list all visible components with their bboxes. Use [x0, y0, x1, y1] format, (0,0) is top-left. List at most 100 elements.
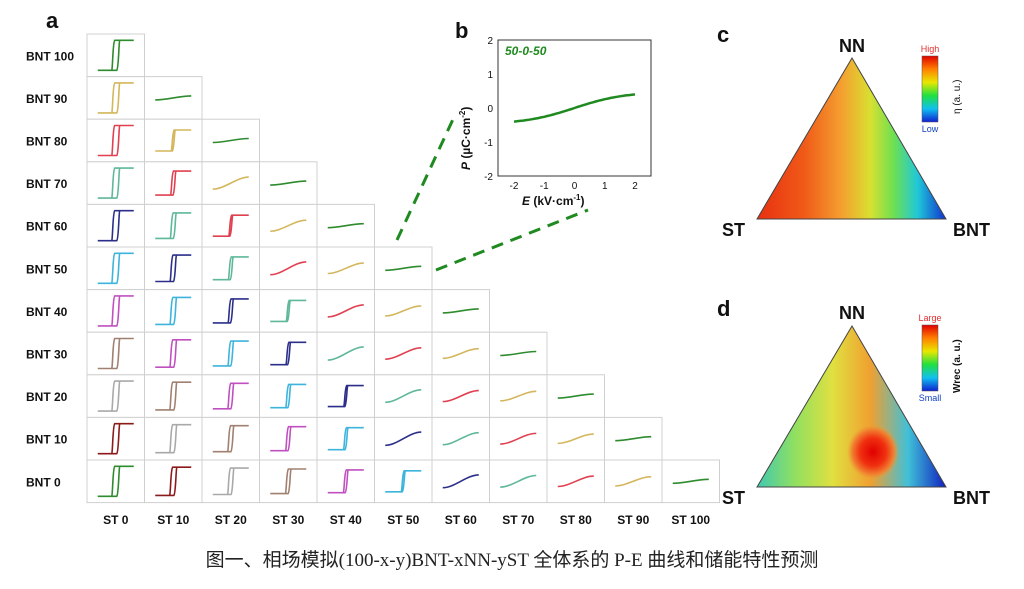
- ternary-d-scale-low: Small: [919, 393, 942, 403]
- pe-loop-curve: [270, 180, 307, 186]
- loop-cell: [144, 161, 203, 205]
- loop-cell: [259, 289, 318, 333]
- pe-loop-curve: [385, 305, 422, 317]
- pe-loop-curve: [385, 389, 422, 404]
- inset-x-tick: -1: [540, 181, 549, 192]
- pe-loop-curve: [212, 382, 249, 410]
- inset-xlabel: E (kV·cm-1): [522, 193, 585, 208]
- pe-loop-curve: [442, 308, 479, 314]
- pe-loop-curve: [212, 137, 249, 144]
- pe-loop-curve: [615, 435, 652, 442]
- ternary-c-scale-high: High: [921, 44, 940, 54]
- col-label: ST 20: [215, 513, 247, 527]
- ternary-c-left-label: ST: [722, 220, 745, 240]
- pe-loop-curve: [385, 265, 422, 272]
- inset-y-ticks: 2 1 0 -1 -2: [484, 36, 493, 183]
- pe-loop-curve: [155, 170, 192, 196]
- pe-loop-curve: [385, 431, 422, 447]
- pe-loop-curve: [270, 468, 307, 495]
- pe-loop-curve: [97, 295, 134, 327]
- pe-loop-curve: [500, 474, 537, 488]
- pe-loop-curve: [155, 95, 192, 101]
- loop-cell: [259, 459, 318, 504]
- pe-loop-curve: [327, 304, 364, 318]
- row-label: BNT 40: [26, 305, 68, 319]
- loop-cell: [86, 416, 145, 461]
- zoom-line-upper: [395, 114, 457, 241]
- loop-cell: [201, 203, 260, 248]
- ternary-d-scale-bar: [921, 324, 939, 392]
- pe-loop-curve: [270, 299, 307, 323]
- pe-loop-curve: [557, 393, 594, 399]
- loop-cell: [201, 246, 260, 291]
- loop-cell: [259, 331, 318, 376]
- loop-cell: [201, 459, 260, 504]
- ternary-d-scale-title: Wrec (a. u.): [952, 339, 963, 393]
- pe-loop-curve: [385, 346, 422, 361]
- ternary-c-scale-low: Low: [922, 124, 939, 134]
- row-label: BNT 70: [26, 177, 68, 191]
- inset-pe-curve: [513, 93, 636, 123]
- inset-x-tick: 2: [632, 181, 638, 192]
- pe-loop-curve: [270, 341, 307, 366]
- pe-loop-curve: [97, 465, 134, 498]
- loop-cell: [144, 203, 203, 248]
- pe-loop-curve: [212, 424, 249, 453]
- ternary-d-area: [757, 326, 946, 487]
- col-label: ST 100: [671, 513, 710, 527]
- pe-loop-curve: [442, 431, 479, 446]
- row-label: BNT 10: [26, 433, 68, 447]
- pe-loop-curve: [327, 384, 364, 408]
- row-label: BNT 50: [26, 262, 68, 276]
- pe-loop-curve: [327, 222, 364, 229]
- col-label: ST 30: [272, 513, 304, 527]
- loop-cell: [144, 459, 203, 504]
- inset-y-tick: 0: [487, 104, 493, 115]
- col-label: ST 80: [560, 513, 592, 527]
- ternary-d-left-label: ST: [722, 488, 745, 508]
- pe-loop-curve: [327, 262, 364, 275]
- ternary-d-scale-high: Large: [918, 313, 941, 323]
- zoom-line-lower: [435, 208, 589, 272]
- pe-loop-curve: [270, 383, 307, 409]
- pe-loop-curve: [155, 338, 192, 369]
- row-label: BNT 30: [26, 348, 68, 362]
- pe-loop-curve: [155, 381, 192, 411]
- pe-loop-curve: [327, 426, 364, 451]
- loop-cell: [144, 246, 203, 291]
- ternary-c-area: [757, 58, 946, 219]
- inset-x-tick: 0: [572, 181, 578, 192]
- pe-loop-curve: [385, 470, 422, 493]
- pe-loop-curve: [97, 124, 134, 157]
- pe-loop-curve: [97, 82, 134, 114]
- pe-loop-curve: [155, 254, 192, 283]
- pe-loop-curve: [270, 219, 307, 232]
- pe-loop-curve: [212, 298, 249, 324]
- pe-loop-curve: [557, 475, 594, 488]
- pe-loop-curve: [97, 39, 134, 72]
- pe-loop-curve: [327, 346, 364, 361]
- inset-tag: 50-0-50: [505, 44, 547, 58]
- pe-loop-curve: [97, 209, 134, 242]
- loop-cell: [144, 289, 203, 333]
- pe-loop-curve: [212, 256, 249, 281]
- row-label: BNT 80: [26, 135, 68, 149]
- ternary-d-outline: [756, 325, 947, 488]
- ternary-plot-c: NN ST BNT High Low η (a. u.): [722, 36, 990, 240]
- panel-label-c: c: [717, 22, 729, 47]
- row-label: BNT 0: [26, 475, 61, 489]
- loop-cell: [374, 459, 433, 504]
- pe-loop-curve: [442, 347, 479, 360]
- row-label: BNT 60: [26, 220, 68, 234]
- loop-cell: [144, 118, 203, 163]
- inset-x-tick: 1: [602, 181, 608, 192]
- ternary-d-hotspot: [847, 424, 899, 480]
- loop-cell: [144, 416, 203, 461]
- pe-loop-curve: [672, 478, 709, 485]
- pe-loop-curve: [327, 469, 364, 494]
- inset-ylabel: P (µC·cm-2): [458, 107, 473, 170]
- figure-caption: 图一、相场模拟(100-x-y)BNT-xNN-yST 全体系的 P-E 曲线和…: [205, 550, 819, 571]
- row-label: BNT 100: [26, 49, 74, 63]
- pe-loop-curve: [270, 261, 307, 276]
